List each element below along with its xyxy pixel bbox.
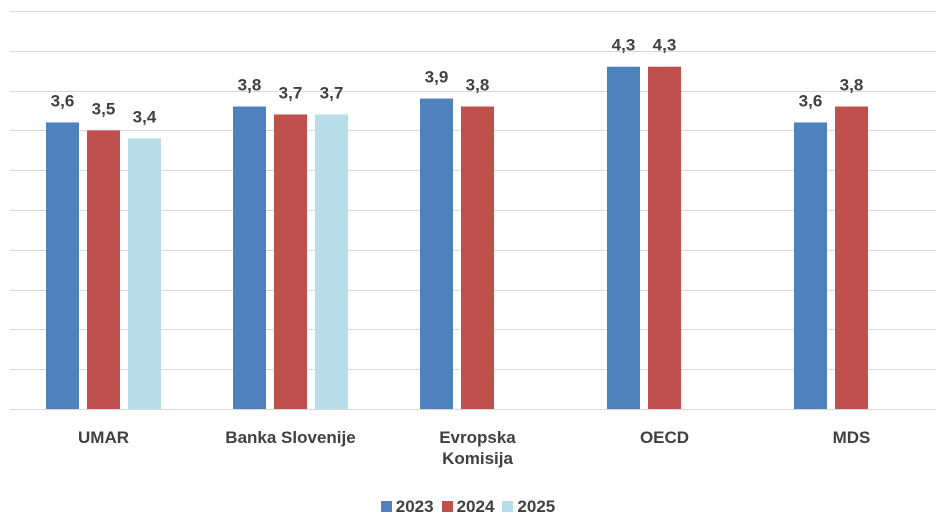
legend-label: 2025 [517, 497, 556, 516]
legend-item: 2023 [380, 497, 434, 517]
bar [274, 114, 307, 409]
legend: 2023 2024 2025 [0, 497, 936, 517]
bar [461, 106, 494, 410]
data-label: 3,8 [840, 76, 864, 95]
bar [46, 122, 79, 409]
bar [648, 66, 681, 409]
bar [835, 106, 868, 410]
data-label: 3,9 [425, 68, 449, 87]
bar [420, 98, 453, 409]
bar [128, 138, 161, 410]
data-label: 3,6 [51, 91, 75, 110]
x-tick-label: UMAR [78, 428, 129, 447]
legend-label: 2023 [395, 497, 434, 516]
x-tick-label: Evropska Komisija [439, 428, 516, 468]
bar [607, 66, 640, 409]
legend-label: 2024 [456, 497, 495, 516]
data-label: 3,6 [799, 91, 823, 110]
x-tick-label: Banka Slovenije [225, 428, 356, 447]
bar [794, 122, 827, 409]
x-tick-label: OECD [639, 428, 690, 447]
data-label: 3,7 [320, 83, 344, 102]
data-label: 3,5 [92, 99, 116, 118]
data-label: 3,8 [466, 76, 490, 95]
legend-swatch [441, 501, 453, 512]
legend-swatch [380, 501, 392, 512]
data-label: 4,3 [653, 36, 677, 55]
bar [233, 106, 266, 410]
data-label: 3,8 [238, 76, 262, 95]
data-label: 3,4 [133, 107, 157, 126]
x-tick-label: MDS [832, 428, 871, 447]
data-label: 4,3 [612, 36, 636, 55]
legend-item: 2025 [502, 497, 555, 517]
legend-item: 2024 [441, 497, 495, 517]
bar [87, 130, 120, 409]
legend-swatch [502, 501, 514, 512]
data-label: 3,7 [279, 83, 303, 102]
bar [315, 114, 348, 409]
